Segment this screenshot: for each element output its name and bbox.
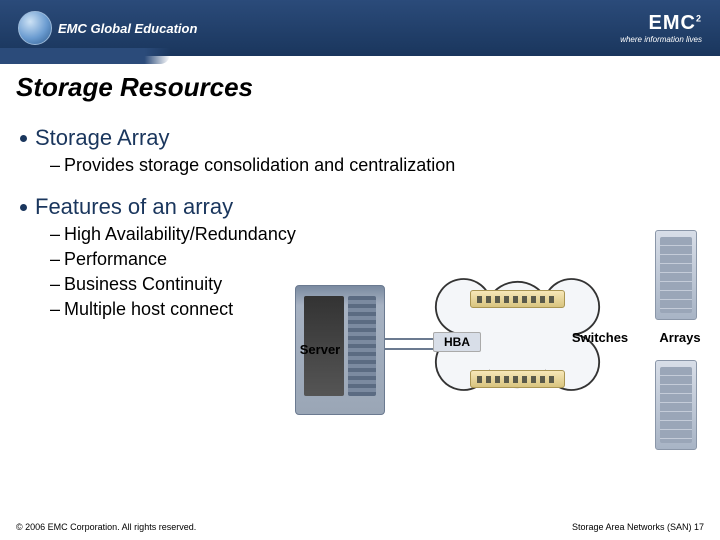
- sub-text: High Availability/Redundancy: [64, 224, 296, 244]
- switch-icon: [470, 370, 565, 388]
- page-indicator: Storage Area Networks (SAN) 17: [572, 522, 704, 532]
- tagline: where information lives: [620, 35, 702, 44]
- dash-icon: –: [50, 155, 60, 175]
- label-switches: Switches: [565, 330, 635, 345]
- san-diagram: Server HBA Switches Arrays: [300, 230, 710, 450]
- dash-icon: –: [50, 249, 60, 269]
- connector-line: [385, 338, 435, 340]
- storage-array-icon: [655, 360, 697, 450]
- slide-header: EMC Global Education EMC2 where informat…: [0, 0, 720, 56]
- label-arrays: Arrays: [650, 330, 710, 345]
- bullet-icon: [20, 204, 27, 211]
- sub-text: Performance: [64, 249, 167, 269]
- switch-icon: [470, 290, 565, 308]
- sub-text: Multiple host connect: [64, 299, 233, 319]
- brand-text: EMC Global Education: [58, 21, 197, 36]
- bullet-label: Storage Array: [35, 125, 170, 151]
- sub-text: Business Continuity: [64, 274, 222, 294]
- dash-icon: –: [50, 274, 60, 294]
- bullet-storage-array: Storage Array: [20, 125, 720, 151]
- bullet-features: Features of an array: [20, 194, 720, 220]
- label-hba: HBA: [433, 332, 481, 352]
- connector-line: [385, 348, 435, 350]
- bullet-icon: [20, 135, 27, 142]
- globe-icon: [18, 11, 52, 45]
- dash-icon: –: [50, 224, 60, 244]
- sub-text: Provides storage consolidation and centr…: [64, 155, 455, 175]
- slide-title: Storage Resources: [16, 72, 720, 103]
- logo: EMC2: [620, 12, 702, 35]
- bullet-label: Features of an array: [35, 194, 233, 220]
- storage-array-icon: [655, 230, 697, 320]
- logo-text: EMC: [649, 12, 696, 34]
- copyright: © 2006 EMC Corporation. All rights reser…: [16, 522, 196, 532]
- sub-consolidation: –Provides storage consolidation and cent…: [50, 155, 720, 176]
- footer: © 2006 EMC Corporation. All rights reser…: [0, 516, 720, 540]
- brand-right: EMC2 where information lives: [620, 12, 702, 44]
- dash-icon: –: [50, 299, 60, 319]
- header-stripe: [0, 48, 170, 64]
- logo-sup: 2: [696, 13, 702, 23]
- label-server: Server: [290, 342, 350, 357]
- brand-left: EMC Global Education: [18, 11, 197, 45]
